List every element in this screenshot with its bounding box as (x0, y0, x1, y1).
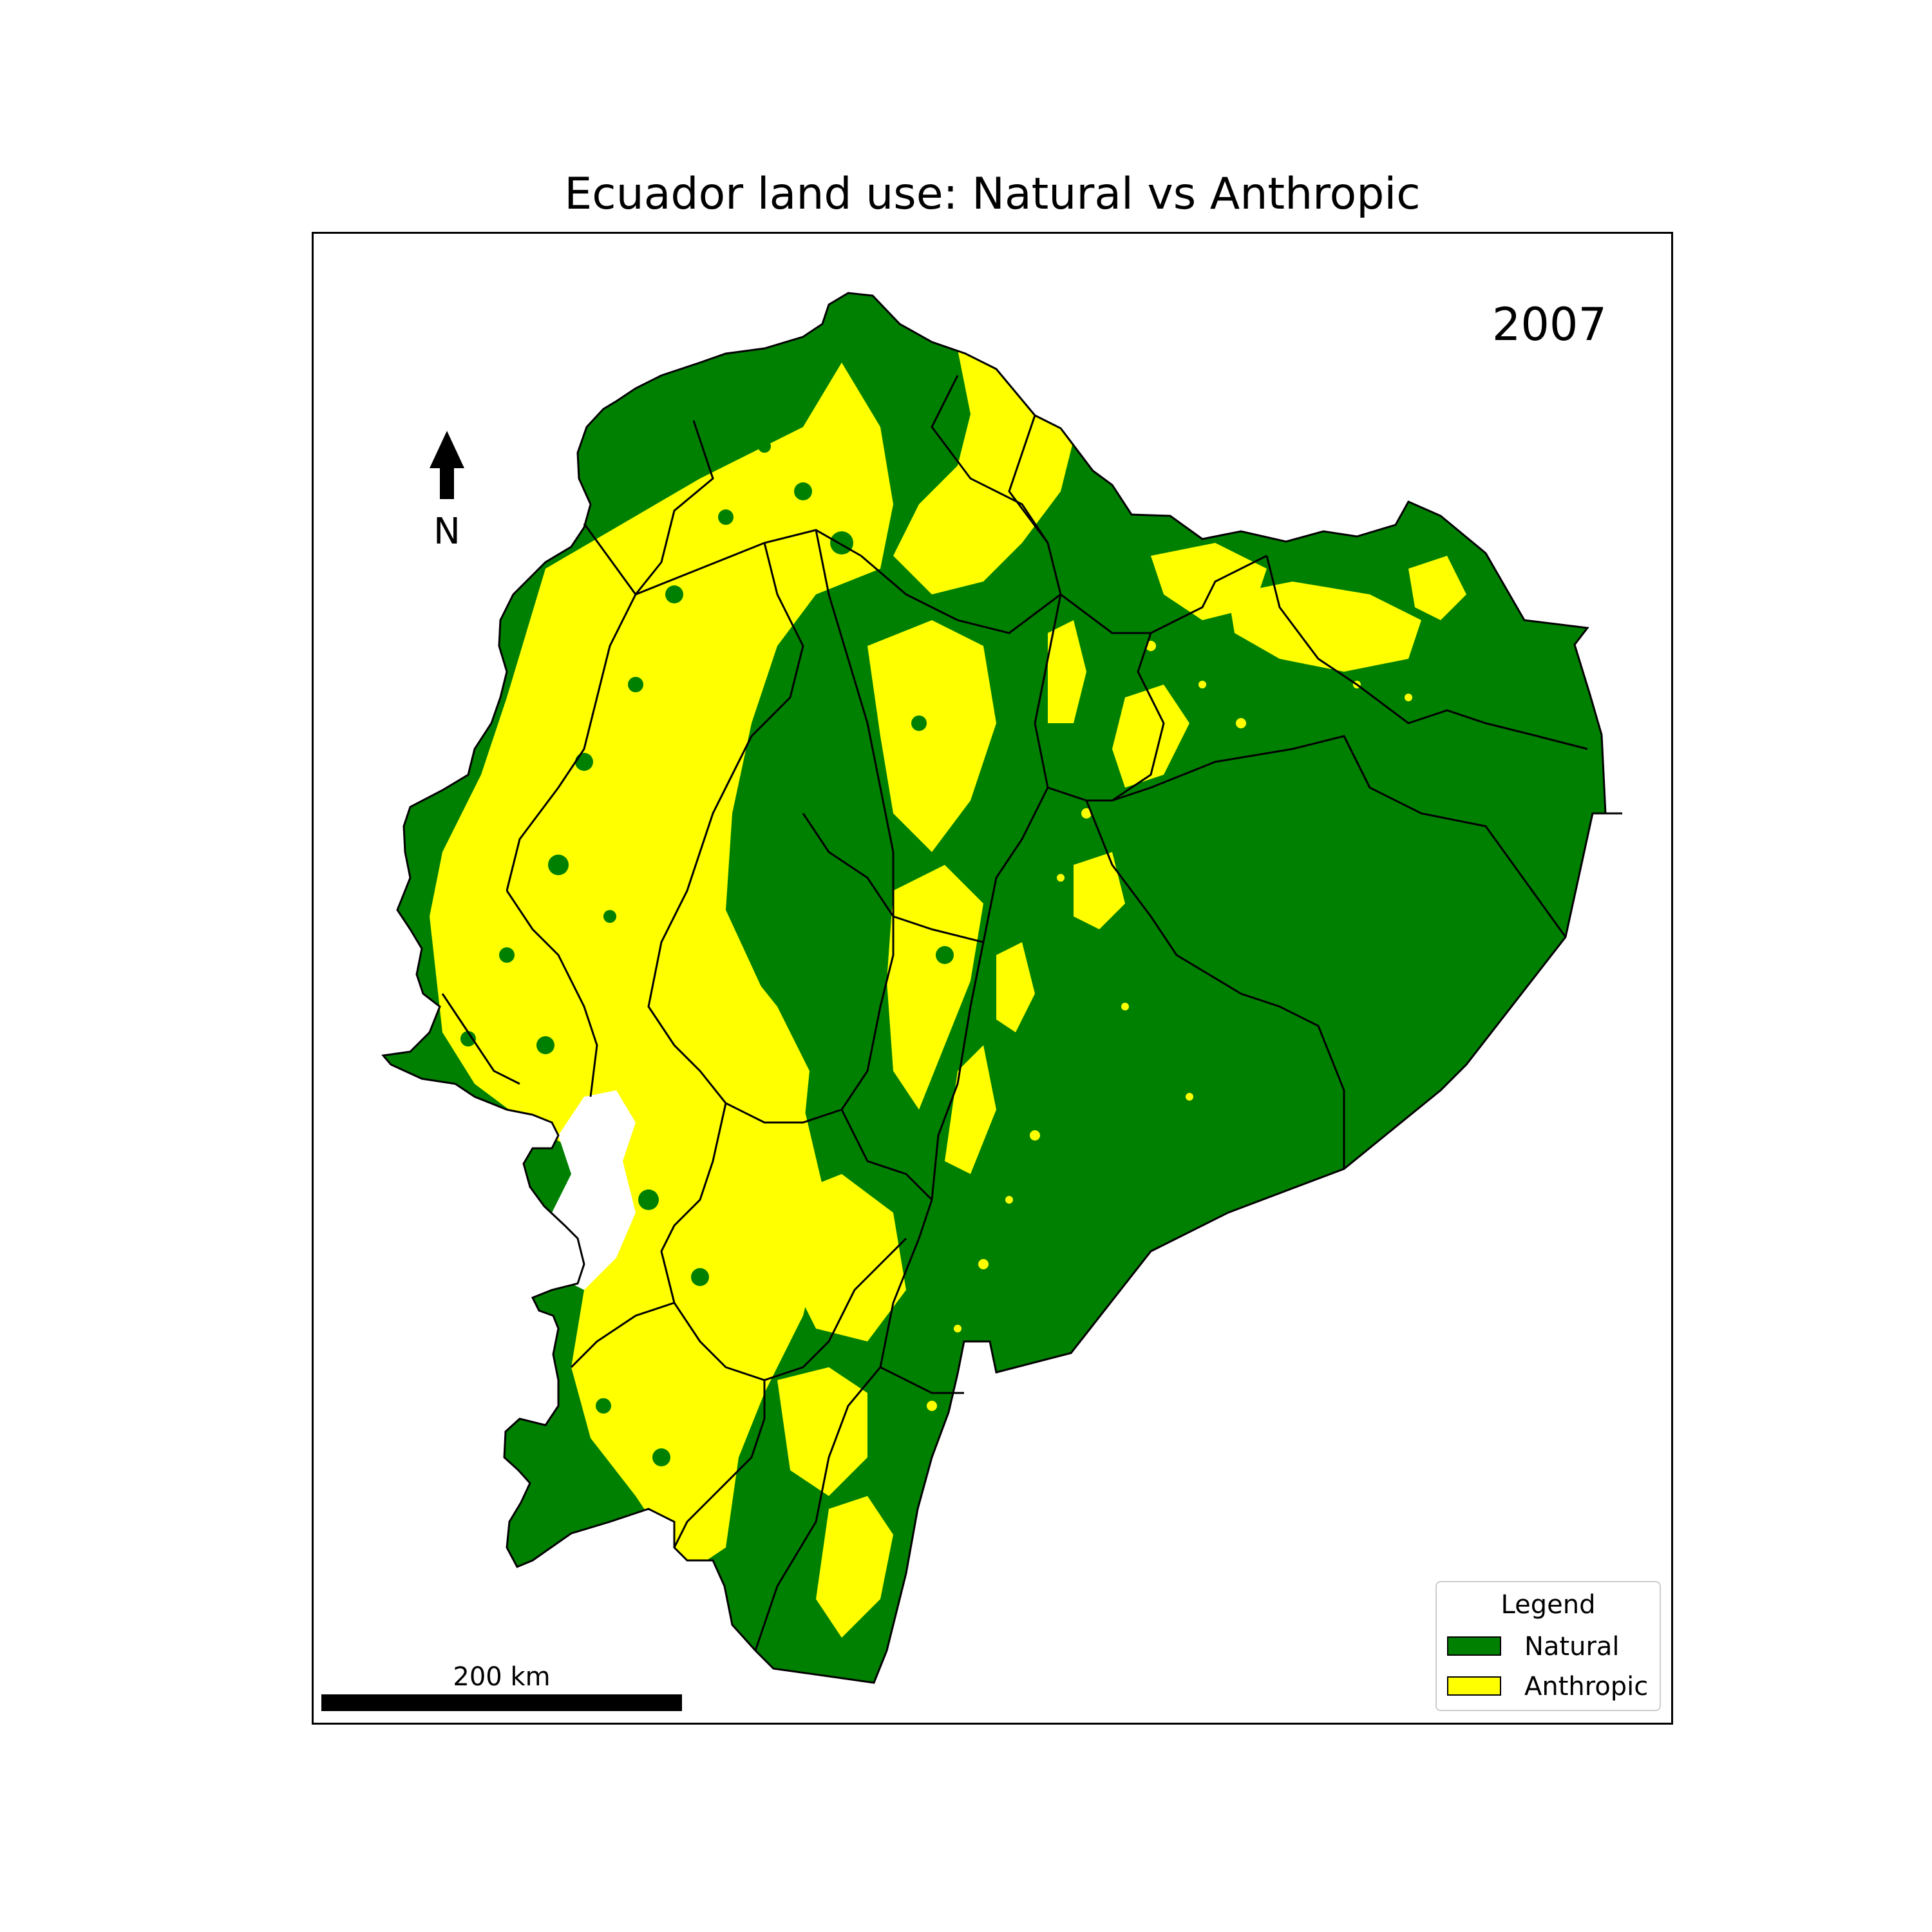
legend-item-anthropic: Anthropic (1447, 1672, 1660, 1701)
scale-bar-label: 200 km (453, 1662, 551, 1692)
legend-label-anthropic: Anthropic (1524, 1672, 1649, 1701)
legend: Legend Natural Anthropic (1435, 1581, 1661, 1711)
scale-bar (321, 1694, 682, 1711)
anthropic-landcover (430, 350, 1466, 1638)
map-title: Ecuador land use: Natural vs Anthropic (564, 169, 1421, 220)
ecuador-map (382, 292, 1624, 1684)
legend-label-natural: Natural (1524, 1632, 1620, 1662)
water-bodies (552, 1090, 636, 1290)
legend-swatch-natural (1447, 1636, 1501, 1656)
legend-item-natural: Natural (1447, 1632, 1660, 1662)
legend-title: Legend (1501, 1590, 1596, 1620)
legend-swatch-anthropic (1447, 1676, 1501, 1696)
north-arrow-label: N (433, 511, 460, 553)
year-label: 2007 (1492, 298, 1607, 351)
north-arrow-icon (430, 431, 464, 499)
landcover-texture (460, 440, 1412, 1466)
province-boundaries (382, 292, 1624, 1684)
north-arrow: N (424, 431, 469, 560)
map-panel: 2007 N 200 km Legend Natural Anthropic (312, 232, 1673, 1725)
